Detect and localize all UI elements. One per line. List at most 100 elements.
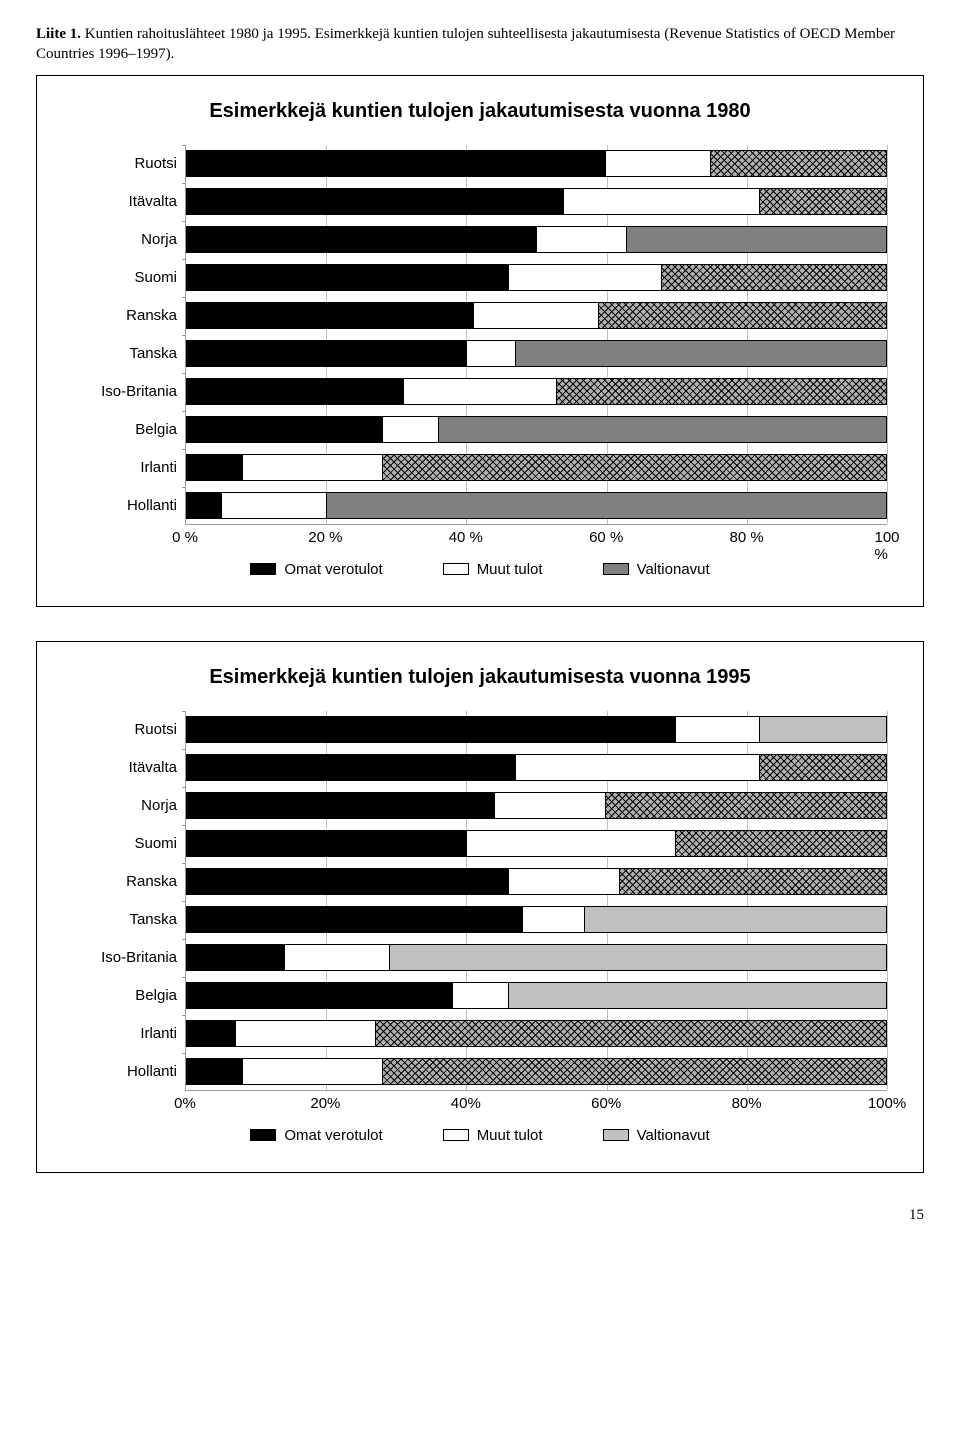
bar-seg-muut-tulot: [222, 493, 327, 518]
legend-label: Valtionavut: [637, 561, 710, 578]
legend-label: Valtionavut: [637, 1127, 710, 1144]
x-tick-label: 100%: [868, 1095, 906, 1112]
legend: Omat verotulot Muut tulot Valtionavut: [73, 561, 887, 578]
category-label: Hollanti: [73, 487, 185, 525]
bar-row: [186, 749, 887, 787]
bar-seg-omat-verotulot: [187, 417, 383, 442]
x-tick-label: 0 %: [172, 529, 198, 546]
bar-row: [186, 825, 887, 863]
legend-muut: Muut tulot: [443, 561, 543, 578]
legend-swatch: [603, 1129, 629, 1141]
bar-seg-valtionavut: [585, 907, 886, 932]
bar-seg-muut-tulot: [453, 983, 509, 1008]
category-label: Ranska: [73, 863, 185, 901]
bar-seg-valtionavut: [760, 189, 886, 214]
bar-seg-muut-tulot: [474, 303, 600, 328]
bar-seg-omat-verotulot: [187, 717, 676, 742]
x-tick-label: 20 %: [308, 529, 342, 546]
bar-seg-omat-verotulot: [187, 227, 537, 252]
bar-seg-omat-verotulot: [187, 189, 564, 214]
bar-seg-omat-verotulot: [187, 831, 467, 856]
legend-label: Muut tulot: [477, 561, 543, 578]
chart-title: Esimerkkejä kuntien tulojen jakautumises…: [73, 100, 887, 123]
bar-seg-muut-tulot: [404, 379, 558, 404]
bar-seg-muut-tulot: [243, 1059, 383, 1084]
category-label: Norja: [73, 221, 185, 259]
x-tick-label: 100 %: [874, 529, 899, 563]
bar-seg-valtionavut: [662, 265, 886, 290]
category-label: Irlanti: [73, 1015, 185, 1053]
x-tick-label: 80 %: [729, 529, 763, 546]
bar-seg-omat-verotulot: [187, 983, 453, 1008]
legend-label: Muut tulot: [477, 1127, 543, 1144]
bar-row: [186, 449, 887, 487]
legend-valtion: Valtionavut: [603, 561, 710, 578]
category-label: Suomi: [73, 825, 185, 863]
bar-row: [186, 335, 887, 373]
bar-seg-omat-verotulot: [187, 1021, 236, 1046]
legend-swatch: [603, 563, 629, 575]
legend-omat: Omat verotulot: [250, 1127, 382, 1144]
bar-seg-valtionavut: [711, 151, 886, 176]
caption-bold: Liite 1.: [36, 26, 81, 42]
category-label: Ruotsi: [73, 145, 185, 183]
bar-row: [186, 1015, 887, 1053]
gridline: [887, 711, 888, 1090]
bar-seg-omat-verotulot: [187, 755, 516, 780]
bar-seg-omat-verotulot: [187, 907, 523, 932]
bar-seg-valtionavut: [557, 379, 886, 404]
caption-rest: Kuntien rahoituslähteet 1980 ja 1995. Es…: [36, 26, 895, 62]
category-label: Iso-Britania: [73, 373, 185, 411]
bar-seg-muut-tulot: [509, 869, 621, 894]
bar-row: [186, 373, 887, 411]
x-tick-label: 60%: [591, 1095, 621, 1112]
bar-row: [186, 145, 887, 183]
x-tick-label: 80%: [732, 1095, 762, 1112]
category-label: Norja: [73, 787, 185, 825]
gridline: [887, 145, 888, 524]
x-tick-label: 40%: [451, 1095, 481, 1112]
bar-row: [186, 259, 887, 297]
bar-seg-valtionavut: [599, 303, 886, 328]
bar-seg-muut-tulot: [523, 907, 586, 932]
legend-swatch: [443, 563, 469, 575]
bar-seg-valtionavut: [327, 493, 886, 518]
category-label: Ranska: [73, 297, 185, 335]
bar-seg-omat-verotulot: [187, 869, 509, 894]
x-tick-label: 0%: [174, 1095, 196, 1112]
bar-seg-muut-tulot: [243, 455, 383, 480]
bar-seg-valtionavut: [606, 793, 886, 818]
bar-seg-omat-verotulot: [187, 379, 404, 404]
bar-seg-valtionavut: [390, 945, 886, 970]
bar-seg-muut-tulot: [285, 945, 390, 970]
caption: Liite 1. Kuntien rahoituslähteet 1980 ja…: [36, 24, 924, 65]
category-label: Itävalta: [73, 749, 185, 787]
bar-seg-muut-tulot: [516, 755, 761, 780]
bar-seg-omat-verotulot: [187, 493, 222, 518]
bar-seg-valtionavut: [620, 869, 886, 894]
legend-muut: Muut tulot: [443, 1127, 543, 1144]
bar-row: [186, 939, 887, 977]
legend-omat: Omat verotulot: [250, 561, 382, 578]
bar-row: [186, 977, 887, 1015]
category-label: Iso-Britania: [73, 939, 185, 977]
category-label: Ruotsi: [73, 711, 185, 749]
bar-row: [186, 411, 887, 449]
bar-row: [186, 487, 887, 525]
x-tick-label: 60 %: [589, 529, 623, 546]
bar-seg-omat-verotulot: [187, 945, 285, 970]
bar-seg-muut-tulot: [537, 227, 628, 252]
bar-seg-valtionavut: [516, 341, 886, 366]
legend-swatch: [443, 1129, 469, 1141]
bar-seg-omat-verotulot: [187, 1059, 243, 1084]
bar-seg-valtionavut: [676, 831, 886, 856]
bar-row: [186, 1053, 887, 1091]
category-label: Belgia: [73, 977, 185, 1015]
bar-seg-omat-verotulot: [187, 265, 509, 290]
category-label: Hollanti: [73, 1053, 185, 1091]
category-label: Tanska: [73, 901, 185, 939]
x-tick-label: 20%: [310, 1095, 340, 1112]
bar-seg-omat-verotulot: [187, 341, 467, 366]
bar-seg-valtionavut: [383, 1059, 886, 1084]
bar-seg-valtionavut: [439, 417, 886, 442]
